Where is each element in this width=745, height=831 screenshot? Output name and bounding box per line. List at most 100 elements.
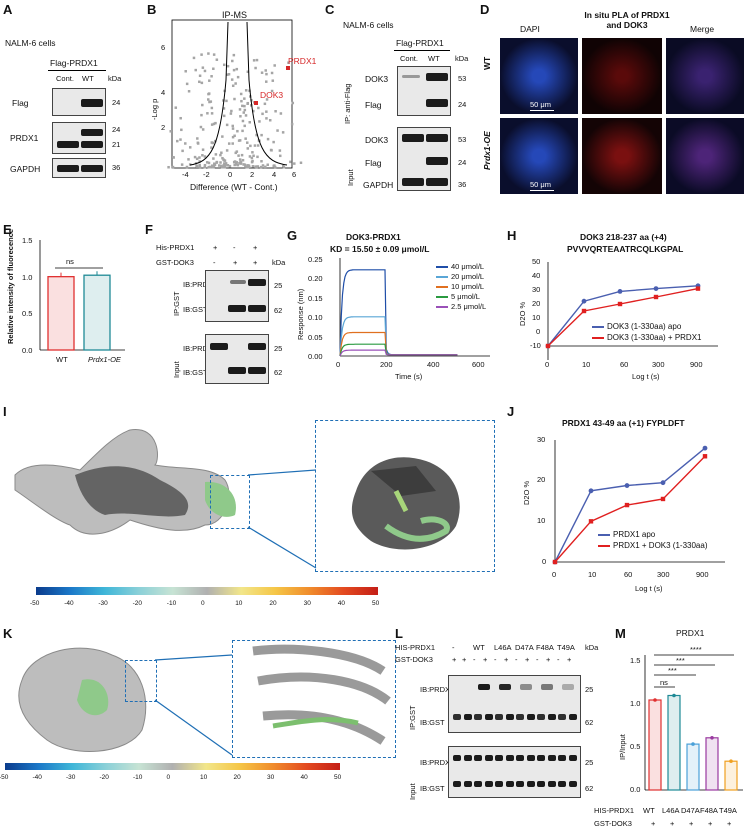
- volcano-point: [222, 107, 226, 110]
- volcano-point: [235, 150, 239, 153]
- volcano-point: [251, 151, 254, 154]
- volcano-point: [274, 110, 277, 113]
- volcano-point: [222, 164, 225, 167]
- micrograph-dapi-oe: [500, 118, 578, 194]
- micrograph-merge-oe: [666, 118, 744, 194]
- mutant-label: T49A: [557, 643, 575, 652]
- H-legend-item: DOK3 (1-330aa) + PRDX1: [592, 333, 702, 342]
- panel-a-kda: kDa: [108, 74, 122, 83]
- colorbar-tick: 0: [201, 600, 205, 607]
- colorbar-tick: 0: [166, 774, 171, 781]
- volcano-point: [271, 79, 275, 82]
- volcano-point: [270, 89, 274, 93]
- colorbar-tick: -40: [32, 774, 42, 781]
- volcano-point: [246, 101, 250, 105]
- blot-f-input: [205, 334, 269, 384]
- panel-g-letter: G: [287, 228, 298, 243]
- micrograph-pla-wt: [582, 38, 662, 114]
- volcano-point: [278, 154, 282, 158]
- volcano-point: [210, 123, 214, 126]
- volcano-point: [255, 58, 259, 62]
- volcano-point: [214, 121, 217, 125]
- gst-sign: +: [567, 655, 572, 664]
- volcano-point: [201, 154, 204, 157]
- gst-sign: +: [483, 655, 488, 664]
- band: [474, 755, 482, 761]
- volcano-point: [185, 165, 189, 169]
- volcano-point: [198, 165, 202, 169]
- volcano-point: [185, 82, 189, 86]
- volcano-point: [211, 141, 215, 145]
- volcano-point: [207, 165, 210, 169]
- J-point: [624, 502, 630, 508]
- mutant-label: -: [452, 643, 455, 652]
- volcano-point: [224, 162, 228, 165]
- volcano-point: [195, 157, 199, 161]
- volcano-point: [260, 71, 264, 74]
- band: [568, 714, 577, 720]
- his-sign: -: [557, 655, 560, 664]
- band: [537, 781, 545, 787]
- band: [541, 684, 553, 690]
- colorbar-tick: 20: [269, 600, 277, 607]
- volcano-point: [265, 98, 269, 101]
- volcano-point: [250, 156, 254, 160]
- band: [453, 781, 461, 787]
- volcano-point: [247, 164, 251, 167]
- band: [453, 755, 461, 761]
- volcano-point: [231, 84, 235, 88]
- band: [537, 714, 545, 720]
- volcano-point: [240, 153, 244, 157]
- colorbar-tick: -20: [99, 774, 109, 781]
- band: [463, 755, 472, 761]
- volcano-point: [265, 72, 268, 76]
- volcano-point: [252, 109, 255, 113]
- panel-f-letter: F: [145, 222, 153, 237]
- colorbar-tick: 40: [300, 774, 308, 781]
- band: [484, 781, 493, 787]
- volcano-point: [265, 117, 268, 120]
- volcano-point: [276, 129, 279, 132]
- dot-m-0: [653, 698, 657, 702]
- volcano-point: [214, 153, 218, 156]
- band: [463, 714, 472, 720]
- volcano-point: [210, 146, 213, 149]
- band: [495, 755, 503, 761]
- volcano-point: [239, 115, 242, 118]
- bar-e-1: [83, 274, 111, 351]
- blot-c-ip: [397, 66, 451, 116]
- volcano-point: [264, 165, 267, 169]
- H-point: [581, 308, 587, 314]
- volcano-point: [264, 69, 267, 72]
- volcano-point: [217, 164, 221, 167]
- bli-legend-item: 5 μmol/L: [436, 292, 480, 301]
- volcano-point: [212, 165, 215, 169]
- volcano-point: [266, 137, 270, 141]
- volcano-point: [233, 134, 236, 138]
- volcano-point: [241, 158, 245, 162]
- gst-sign: +: [546, 655, 551, 664]
- volcano-point: [273, 64, 276, 67]
- hdx-plot-h: [545, 262, 718, 360]
- volcano-point: [192, 56, 196, 60]
- bli-legend-item: 20 μmol/L: [436, 272, 484, 281]
- volcano-point: [201, 103, 204, 107]
- volcano-point: [198, 156, 201, 159]
- panel-c-letter: C: [325, 2, 335, 17]
- J-point: [660, 480, 666, 486]
- dot-m-1: [672, 693, 676, 698]
- J-legend-item: PRDX1 + DOK3 (1-330aa): [598, 541, 708, 550]
- volcano-point: [198, 80, 201, 84]
- volcano-point: [220, 151, 223, 154]
- panel-a-cells: NALM-6 cells: [5, 38, 56, 48]
- panel-b-letter: B: [147, 2, 157, 17]
- blot-c-input: [397, 127, 451, 191]
- group-label: F48A: [700, 806, 718, 815]
- H-point: [653, 286, 659, 291]
- volcano-point: [244, 89, 248, 92]
- volcano-point: [272, 164, 275, 168]
- mutant-label: L46A: [494, 643, 512, 652]
- volcano-point: [265, 110, 268, 113]
- colorbar-tick: -50: [0, 774, 9, 781]
- volcano-point: [223, 162, 226, 165]
